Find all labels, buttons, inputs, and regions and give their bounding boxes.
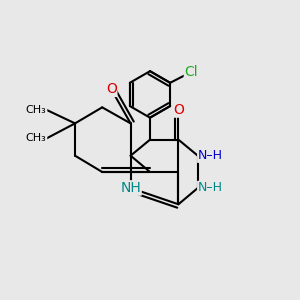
- Text: N–H: N–H: [198, 182, 223, 194]
- Text: CH₃: CH₃: [26, 134, 46, 143]
- Text: O: O: [106, 82, 117, 96]
- Text: Cl: Cl: [184, 65, 198, 79]
- Text: O: O: [173, 103, 184, 117]
- Text: N–H: N–H: [198, 149, 223, 162]
- Text: NH: NH: [120, 181, 141, 195]
- Text: CH₃: CH₃: [26, 105, 46, 115]
